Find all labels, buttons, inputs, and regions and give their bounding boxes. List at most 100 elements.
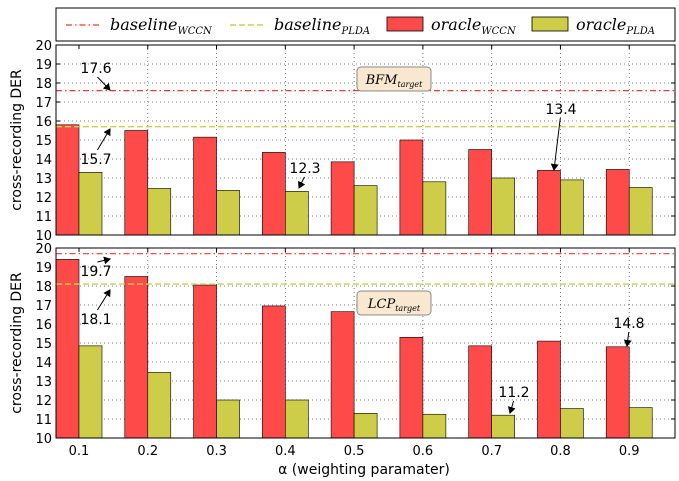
x-tick-label: 0.3 bbox=[206, 444, 227, 459]
panel-label-text: LCPtarget bbox=[367, 297, 421, 313]
y-tick-label: 13 bbox=[35, 172, 52, 187]
bar-oracle-wccn bbox=[262, 305, 286, 439]
y-tick-label: 14 bbox=[35, 356, 52, 371]
bar-oracle-plda bbox=[628, 187, 653, 236]
bar-oracle-wccn bbox=[399, 336, 424, 439]
ylabel-bottom: cross-recording DER bbox=[9, 272, 25, 414]
bar-oracle-plda bbox=[560, 408, 584, 439]
y-tick-label: 16 bbox=[35, 115, 52, 130]
y-tick-label: 14 bbox=[35, 153, 52, 168]
annotation-arrow bbox=[550, 117, 561, 171]
legend-item-oracle-wccn: oracleWCCN bbox=[386, 15, 517, 37]
bar-oracle-wccn bbox=[537, 170, 561, 236]
annotation-label: 12.3 bbox=[289, 161, 320, 177]
bar-oracle-plda bbox=[491, 414, 515, 439]
panel-bfm: 10 11 12 13 14 15 16 17 18 19 20 BFMtarget 17.6 15.7 1… bbox=[35, 39, 676, 244]
y-tick-label: 19 bbox=[35, 261, 52, 276]
annotation-label: 18.1 bbox=[80, 312, 111, 328]
annotation-label: 14.8 bbox=[613, 316, 644, 332]
legend-swatch bbox=[386, 16, 424, 32]
x-tick-label: 0.8 bbox=[550, 444, 571, 459]
y-tick-label: 11 bbox=[35, 413, 52, 428]
bar-oracle-plda bbox=[422, 413, 447, 439]
annotation-label: 11.2 bbox=[498, 385, 529, 401]
y-tick-label: 15 bbox=[35, 337, 52, 352]
annotation-arrow bbox=[96, 289, 111, 311]
plot-frame bbox=[55, 247, 676, 439]
bar-oracle-plda bbox=[628, 407, 653, 439]
legend-label: oracleWCCN bbox=[431, 15, 517, 37]
annotation-arrow bbox=[507, 400, 516, 414]
panel-label: BFMtarget bbox=[356, 66, 432, 92]
bar-oracle-wccn bbox=[468, 149, 492, 236]
annotation-label: 13.4 bbox=[545, 102, 576, 118]
bar-oracle-wccn bbox=[193, 136, 217, 236]
x-tick-label: 0.4 bbox=[275, 444, 296, 459]
legend-item-baseline-wccn: baselineWCCN bbox=[66, 15, 213, 37]
y-tick-label: 12 bbox=[35, 394, 52, 409]
annotation-label: 17.6 bbox=[80, 61, 111, 77]
bar-oracle-wccn bbox=[330, 161, 355, 236]
bar-oracle-wccn bbox=[124, 276, 149, 439]
y-tick-label: 17 bbox=[35, 299, 52, 314]
legend-label: baselineWCCN bbox=[110, 15, 213, 37]
bar-oracle-wccn bbox=[124, 130, 149, 236]
legend: baselineWCCN baselinePLDA oracleWCCN oracle… bbox=[55, 7, 676, 42]
bar-oracle-plda bbox=[353, 185, 378, 236]
y-tick-label: 18 bbox=[35, 280, 52, 295]
y-tick-label: 10 bbox=[35, 229, 52, 244]
bar-oracle-wccn bbox=[262, 152, 286, 236]
plot-frame bbox=[55, 44, 676, 236]
panel-label-box bbox=[356, 66, 432, 92]
bar-oracle-plda bbox=[147, 188, 172, 236]
y-tick-label: 15 bbox=[35, 134, 52, 149]
bar-oracle-plda bbox=[78, 172, 103, 236]
x-tick-label: 0.2 bbox=[137, 444, 158, 459]
annotation-arrow bbox=[97, 76, 111, 91]
x-tick-label: 0.1 bbox=[69, 444, 90, 459]
panel-lcp: 10 11 12 13 14 15 16 17 18 19 20 LCPtarget 19.7 18.1 1… bbox=[35, 242, 676, 459]
bar-oracle-wccn bbox=[537, 340, 561, 439]
bar-oracle-plda bbox=[216, 190, 240, 236]
y-tick-label: 17 bbox=[35, 96, 52, 111]
annotation-label: 19.7 bbox=[80, 264, 111, 280]
bar-oracle-plda bbox=[285, 191, 309, 236]
legend-swatch bbox=[531, 16, 569, 32]
legend-item-baseline-plda: baselinePLDA bbox=[230, 15, 370, 37]
ylabel-top: cross-recording DER bbox=[9, 69, 25, 211]
bar-oracle-wccn bbox=[399, 139, 424, 236]
y-tick-label: 20 bbox=[35, 39, 52, 54]
bar-oracle-wccn bbox=[55, 124, 80, 236]
bar-oracle-wccn bbox=[468, 345, 492, 439]
y-tick-label: 19 bbox=[35, 58, 52, 73]
bar-oracle-plda bbox=[216, 399, 240, 439]
xlabel: α (weighting paramater) bbox=[278, 462, 450, 478]
legend-label: oraclePLDA bbox=[576, 15, 655, 37]
y-tick-label: 12 bbox=[35, 191, 52, 206]
bar-oracle-plda bbox=[353, 412, 378, 439]
annotation-arrow bbox=[623, 331, 632, 347]
y-tick-label: 10 bbox=[35, 432, 52, 447]
legend-frame bbox=[55, 7, 676, 42]
annotation-arrow bbox=[96, 128, 111, 151]
annotation-arrow bbox=[298, 176, 306, 189]
x-tick-label: 0.6 bbox=[413, 444, 434, 459]
legend-label: baselinePLDA bbox=[274, 15, 370, 37]
panel-label-box bbox=[356, 290, 432, 316]
annotation-arrow bbox=[97, 256, 111, 265]
bar-oracle-plda bbox=[560, 179, 584, 236]
bar-oracle-plda bbox=[147, 372, 172, 439]
y-tick-label: 16 bbox=[35, 318, 52, 333]
x-tick-label: 0.5 bbox=[344, 444, 365, 459]
legend-item-oracle-plda: oraclePLDA bbox=[531, 15, 655, 37]
panel-label: LCPtarget bbox=[356, 290, 432, 316]
bar-oracle-wccn bbox=[605, 169, 630, 236]
y-tick-label: 20 bbox=[35, 242, 52, 257]
bar-oracle-wccn bbox=[193, 284, 217, 439]
y-tick-label: 11 bbox=[35, 210, 52, 225]
bar-oracle-plda bbox=[285, 399, 309, 439]
x-tick-label: 0.9 bbox=[619, 444, 640, 459]
bar-oracle-plda bbox=[491, 177, 515, 236]
